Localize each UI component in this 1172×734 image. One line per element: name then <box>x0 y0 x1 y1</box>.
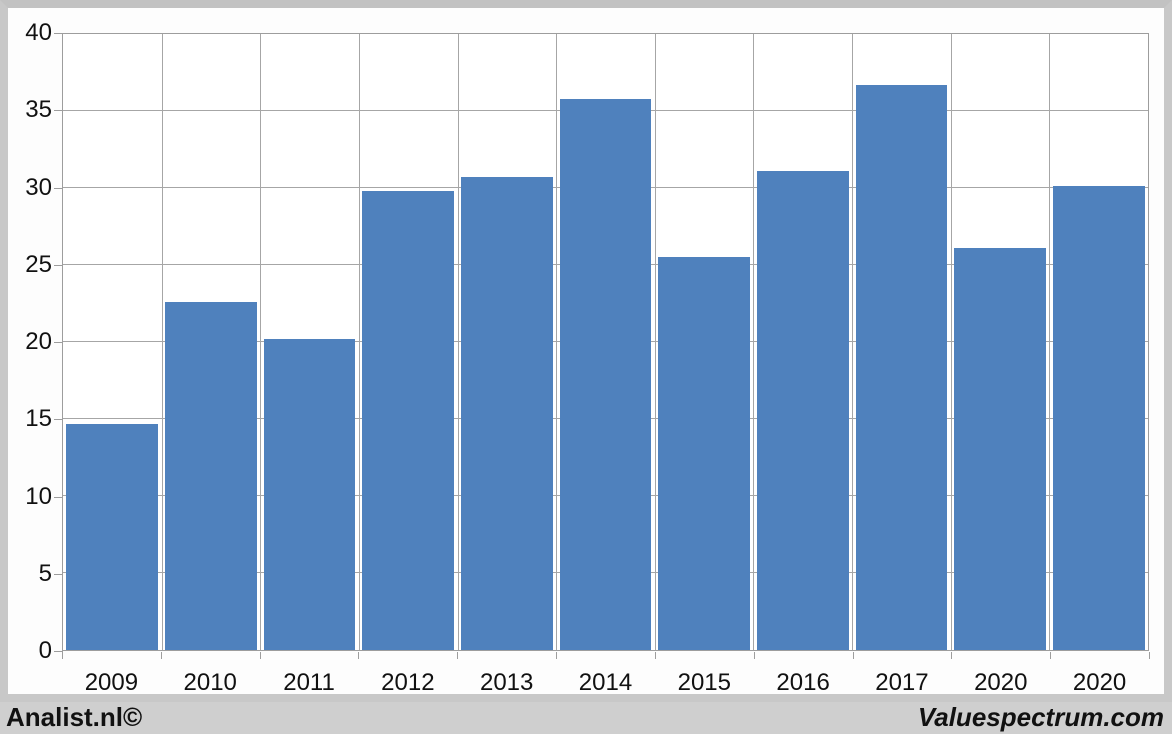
bar-2015 <box>658 257 750 650</box>
x-axis-tick <box>358 652 360 659</box>
x-axis-label-2013-4: 2013 <box>479 669 534 696</box>
x-axis-label-2015-6: 2015 <box>677 669 731 696</box>
x-axis-label-2010-1: 2010 <box>183 669 237 696</box>
x-axis-label-2012-3: 2012 <box>381 669 435 696</box>
y-axis-label-15: 15 <box>25 405 52 433</box>
y-axis-tick <box>54 496 63 498</box>
x-axis-label-2009-0: 2009 <box>84 669 139 696</box>
x-axis-tick <box>457 652 459 659</box>
bar-2020 <box>954 248 1046 650</box>
y-axis-label-20: 20 <box>25 328 52 355</box>
y-axis-tick <box>54 264 63 266</box>
gridline-vertical <box>457 34 459 650</box>
y-axis-tick <box>54 573 63 575</box>
x-axis-tick <box>1149 652 1150 659</box>
bar-2017 <box>855 84 948 650</box>
bar-2011 <box>263 338 356 650</box>
x-axis-tick <box>259 652 261 659</box>
bar-2013 <box>460 177 553 650</box>
x-axis-tick <box>753 652 755 659</box>
gridline-vertical <box>260 34 262 650</box>
x-axis-label-2016-7: 2016 <box>776 669 830 696</box>
y-axis-tick <box>54 33 63 34</box>
y-axis-label-5: 5 <box>38 559 52 587</box>
analist-brand-text: Analist.nl© <box>6 701 143 732</box>
x-axis-label-2017-8: 2017 <box>875 669 929 696</box>
bar-2016 <box>756 171 849 650</box>
x-axis-tick <box>951 652 953 659</box>
bar-chart: 0 5 10 15 20 25 30 35 40 2009 2010 2011 2012 2013 2014… <box>0 0 1172 702</box>
y-axis-tick <box>54 651 63 652</box>
x-axis-label-2020-10: 2020 <box>1072 669 1127 696</box>
gridline-vertical <box>556 34 558 650</box>
y-axis-label-35: 35 <box>25 96 52 124</box>
bar-2010 <box>165 301 257 650</box>
x-axis-label-2014-5: 2014 <box>578 669 633 696</box>
x-axis-tick <box>160 652 162 659</box>
x-axis-tick <box>1050 652 1052 659</box>
x-axis-label-2020-9: 2020 <box>974 669 1028 696</box>
y-axis-tick <box>54 110 63 112</box>
bar-2020 <box>1052 186 1145 650</box>
x-axis-label-2011-2: 2011 <box>283 669 335 696</box>
valuespectrum-brand-text: Valuespectrum.com <box>917 701 1164 732</box>
y-axis-label-25: 25 <box>25 250 52 278</box>
gridline-vertical <box>753 34 755 650</box>
plot-area <box>62 33 1149 651</box>
gridline-vertical <box>852 34 854 650</box>
gridline-vertical <box>161 34 163 650</box>
gridline-vertical <box>358 34 360 650</box>
gridline-vertical <box>950 34 952 650</box>
y-axis-tick <box>54 342 63 343</box>
footer-bar: Analist.nl© Valuespectrum.com <box>0 702 1172 734</box>
y-axis-label-40: 40 <box>25 19 52 46</box>
bar-2012 <box>362 191 455 650</box>
y-axis-label-0: 0 <box>38 637 52 664</box>
bar-2009 <box>66 423 159 650</box>
y-axis-tick <box>54 419 63 421</box>
gridline-vertical <box>654 34 656 650</box>
y-axis-tick <box>54 187 63 189</box>
x-axis-tick <box>852 652 854 659</box>
x-axis-tick <box>556 652 558 659</box>
gridline-vertical <box>1049 34 1051 650</box>
y-axis-label-30: 30 <box>25 173 52 201</box>
bar-2014 <box>559 98 652 650</box>
x-axis-tick <box>654 652 656 659</box>
x-axis-tick <box>62 652 63 659</box>
y-axis-label-10: 10 <box>25 482 52 510</box>
